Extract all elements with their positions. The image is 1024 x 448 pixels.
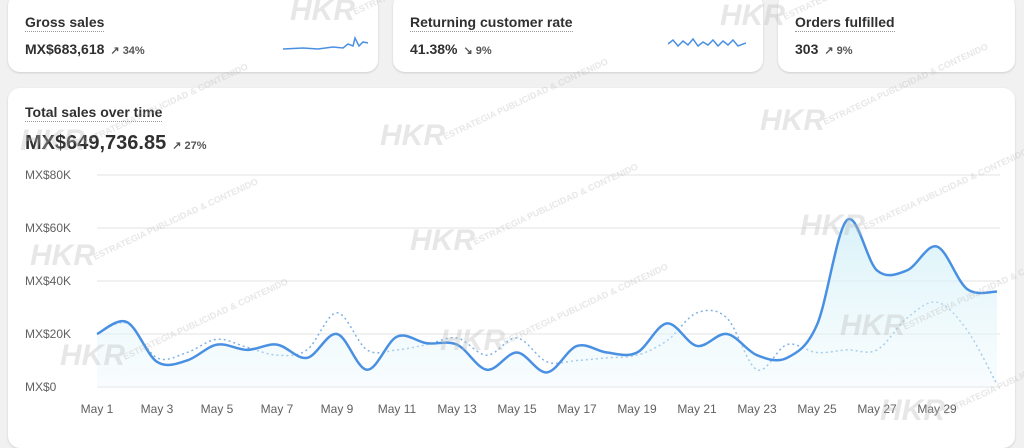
watermark-brand: HKR — [380, 119, 445, 152]
chart-title: Total sales over time — [25, 104, 163, 122]
watermark-brand: HKR — [720, 0, 785, 32]
x-tick-label: May 5 — [201, 402, 234, 416]
line — [96, 217, 998, 374]
watermark-tagline: ESTRATEGIA PUBLICIDAD & CONTENIDO — [782, 0, 950, 22]
watermark-tagline: ESTRATEGIA PUBLICIDAD & CONTENIDO — [82, 61, 250, 146]
sparkline — [283, 35, 368, 50]
value: 41.38% — [410, 41, 458, 57]
chart: MX$0 MX$20K MX$40K MX$60K MX$80K May 1 May 3 Ma… — [20, 0, 1024, 427]
watermark-brand: HKR — [440, 324, 505, 357]
y-tick-label: MX$20K — [25, 327, 71, 341]
delta: ↗ 9% — [824, 45, 853, 57]
x-tick-label: May 17 — [557, 402, 597, 416]
watermark-brand: HKR — [800, 209, 865, 242]
x-tick-label: May 7 — [261, 402, 294, 416]
delta-text: 9% — [836, 45, 853, 57]
watermark-brand: HKR — [20, 124, 85, 157]
sparkline — [668, 37, 746, 48]
x-tick-label: May 3 — [141, 402, 174, 416]
x-tick-label: May 15 — [497, 402, 537, 416]
watermark-brand: HKR — [760, 104, 825, 137]
delta: ↗ 27% — [172, 140, 207, 152]
watermark-tagline: ESTRATEGIA PUBLICIDAD & CONTENIDO — [862, 146, 1024, 231]
value: 303 — [795, 41, 819, 57]
watermark-brand: HKR — [30, 239, 95, 272]
total: MX$649,736.85 — [25, 132, 167, 154]
card[interactable]: Orders fulfilled 303 ↗ 9% — [778, 0, 1015, 72]
y-tick-label: MX$80K — [25, 168, 71, 182]
card-title: Orders fulfilled — [795, 14, 895, 32]
x-tick-label: May 1 — [81, 402, 114, 416]
delta-text: 27% — [184, 140, 207, 152]
card-value: 303 ↗ 9% — [795, 41, 853, 57]
x-tick-label: May 29 — [917, 402, 957, 416]
delta-text: 34% — [122, 45, 145, 57]
page: {"cards":[ {"title":"Gross sales","value… — [8, 0, 1024, 448]
x-tick-label: May 23 — [737, 402, 777, 416]
delta: ↗ 34% — [110, 45, 145, 57]
watermark-brand: HKR — [410, 224, 475, 257]
card[interactable]: Returning customer rate 41.38% ↘ 9% — [393, 0, 763, 72]
y-tick-label: MX$60K — [25, 221, 71, 235]
x-tick-label: May 11 — [378, 402, 417, 416]
x-tick-label: May 19 — [617, 402, 657, 416]
watermark-tagline: ESTRATEGIA PUBLICIDAD & CONTENIDO — [822, 41, 990, 126]
x-tick-label: May 25 — [797, 402, 837, 416]
watermark-tagline: ESTRATEGIA PUBLICIDAD & CONTENIDO — [442, 56, 610, 141]
y-tick-label: MX$0 — [25, 380, 57, 394]
x-tick-label: May 13 — [437, 402, 477, 416]
card-title: Returning customer rate — [410, 14, 573, 32]
x-tick-label: May 21 — [677, 402, 717, 416]
watermark-tagline: ESTRATEGIA PUBLICIDAD & CONTENIDO — [472, 161, 640, 246]
card[interactable]: Gross sales MX$683,618 ↗ 34% — [8, 0, 378, 72]
delta-text: 9% — [475, 45, 492, 57]
delta: ↘ 9% — [463, 45, 492, 57]
card-title: Gross sales — [25, 14, 105, 32]
card-value: 41.38% ↘ 9% — [410, 41, 492, 57]
x-tick-label: May 9 — [321, 402, 354, 416]
watermark-brand: HKR — [840, 309, 905, 342]
watermark-tagline: ESTRATEGIA PUBLICIDAD & CONTENIDO — [92, 176, 260, 261]
x-tick-label: May 27 — [857, 402, 897, 416]
chart-total: MX$649,736.85 ↗ 27% — [25, 132, 207, 155]
watermark-tagline: ESTRATEGIA PUBLICIDAD & CONTENIDO — [352, 0, 520, 17]
card-value: MX$683,618 ↗ 34% — [25, 41, 145, 57]
watermark-brand: HKR — [880, 394, 945, 427]
watermark-brand: HKR — [290, 0, 355, 27]
watermark-brand: HKR — [60, 339, 125, 372]
y-tick-label: MX$40K — [25, 274, 71, 288]
value: MX$683,618 — [25, 41, 105, 57]
